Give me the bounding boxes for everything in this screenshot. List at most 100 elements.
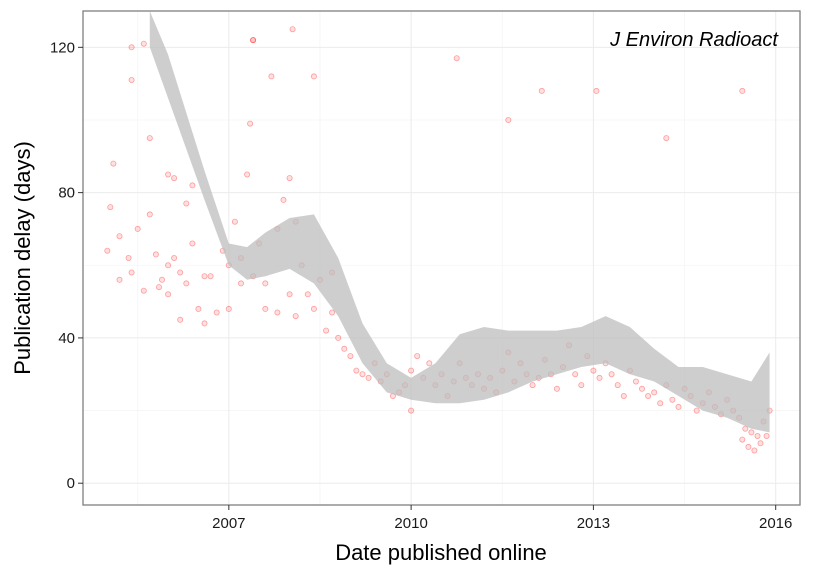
- data-point: [262, 305, 269, 312]
- data-point: [146, 135, 153, 142]
- data-point: [590, 367, 597, 374]
- data-point: [538, 87, 545, 94]
- data-point: [177, 269, 184, 276]
- journal-annotation: J Environ Radioact: [609, 29, 779, 51]
- data-point: [414, 353, 421, 360]
- data-point: [104, 247, 111, 254]
- smooth-confidence-ribbon: [149, 11, 770, 433]
- x-axis-title: Date published online: [335, 540, 547, 565]
- data-point: [289, 26, 296, 33]
- data-point: [675, 403, 682, 410]
- data-point: [189, 182, 196, 189]
- data-point: [748, 429, 755, 436]
- data-point: [247, 120, 254, 127]
- data-point: [158, 276, 165, 283]
- data-point: [751, 447, 758, 454]
- data-point: [453, 55, 460, 62]
- data-point: [310, 73, 317, 80]
- data-point: [125, 254, 132, 261]
- data-point: [213, 309, 220, 316]
- data-point: [225, 305, 232, 312]
- data-point: [341, 345, 348, 352]
- y-tick-label: 80: [58, 185, 75, 202]
- data-point: [335, 334, 342, 341]
- data-point: [128, 269, 135, 276]
- data-point: [286, 291, 293, 298]
- data-point: [614, 382, 621, 389]
- data-point: [128, 44, 135, 51]
- data-point: [292, 313, 299, 320]
- x-tick-label: 2010: [394, 515, 427, 532]
- data-point: [359, 371, 366, 378]
- data-point: [745, 443, 752, 450]
- data-point: [177, 316, 184, 323]
- data-point: [639, 385, 646, 392]
- data-point: [237, 280, 244, 287]
- data-point: [757, 440, 764, 447]
- data-point: [231, 218, 238, 225]
- data-point: [207, 273, 214, 280]
- data-point: [280, 196, 287, 203]
- panel-background: [83, 11, 800, 505]
- data-point: [742, 425, 749, 432]
- data-point: [171, 175, 178, 182]
- data-point: [529, 382, 536, 389]
- data-point: [739, 436, 746, 443]
- data-point: [657, 400, 664, 407]
- data-point: [171, 254, 178, 261]
- data-point: [189, 240, 196, 247]
- data-point: [165, 291, 172, 298]
- data-point: [572, 371, 579, 378]
- data-point: [347, 353, 354, 360]
- data-point: [739, 87, 746, 94]
- data-point: [323, 327, 330, 334]
- x-axis: 2007 2010 2013 2016: [212, 505, 792, 532]
- data-point: [140, 40, 147, 47]
- data-point: [140, 287, 147, 294]
- data-point: [669, 396, 676, 403]
- data-point: [693, 407, 700, 414]
- data-point: [274, 309, 281, 316]
- data-point: [304, 291, 311, 298]
- data-point: [593, 87, 600, 94]
- panel-border: [82, 10, 801, 506]
- data-point: [268, 73, 275, 80]
- data-point: [165, 171, 172, 178]
- data-point: [201, 320, 208, 327]
- data-point: [183, 200, 190, 207]
- data-point: [620, 392, 627, 399]
- data-point: [155, 284, 162, 291]
- data-point: [596, 374, 603, 381]
- data-point: [244, 171, 251, 178]
- data-point: [608, 371, 615, 378]
- y-tick-label: 120: [50, 39, 75, 56]
- data-point: [110, 160, 117, 167]
- data-point: [134, 225, 141, 232]
- data-point: [754, 432, 761, 439]
- data-point: [146, 211, 153, 218]
- y-axis: 0 40 80 120: [50, 39, 83, 492]
- x-tick-label: 2016: [759, 515, 792, 532]
- data-point: [651, 389, 658, 396]
- data-point: [353, 367, 360, 374]
- data-point: [128, 77, 135, 84]
- data-point: [553, 385, 560, 392]
- data-point: [578, 382, 585, 389]
- data-point: [152, 251, 159, 258]
- x-tick-label: 2013: [577, 515, 610, 532]
- x-tick-label: 2007: [212, 515, 245, 532]
- data-point: [408, 407, 415, 414]
- data-point: [329, 309, 336, 316]
- data-point: [165, 262, 172, 269]
- data-point: [663, 135, 670, 142]
- y-tick-label: 40: [58, 330, 75, 347]
- data-point: [250, 37, 257, 44]
- data-point: [310, 305, 317, 312]
- data-point: [286, 175, 293, 182]
- data-point: [645, 392, 652, 399]
- data-point: [201, 273, 208, 280]
- data-point: [505, 117, 512, 124]
- data-point: [250, 37, 257, 44]
- data-point: [116, 233, 123, 240]
